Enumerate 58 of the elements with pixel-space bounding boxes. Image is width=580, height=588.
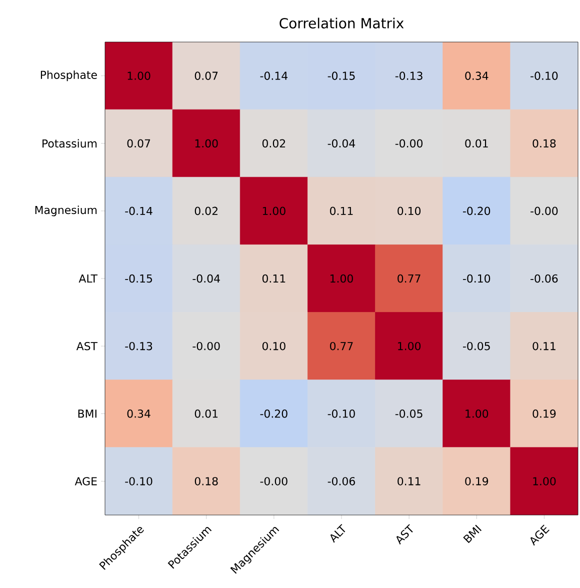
data-label: -0.14 bbox=[260, 72, 288, 80]
data-label: 0.19 bbox=[465, 477, 488, 486]
x-tick-label: BMI bbox=[463, 524, 482, 544]
data-label: -0.06 bbox=[530, 274, 558, 283]
data-label: 0.07 bbox=[194, 72, 218, 80]
data-label: -0.20 bbox=[462, 206, 490, 216]
data-label: -0.10 bbox=[125, 477, 152, 486]
data-label: -0.10 bbox=[462, 274, 490, 283]
data-label: 1.00 bbox=[195, 139, 218, 148]
data-label: 0.77 bbox=[330, 342, 353, 350]
data-label: 0.18 bbox=[194, 477, 218, 486]
data-label: 0.02 bbox=[194, 206, 218, 216]
data-label: 0.11 bbox=[398, 477, 420, 486]
data-label: -0.00 bbox=[530, 206, 558, 216]
data-label: 0.19 bbox=[532, 410, 556, 418]
data-label: 0.02 bbox=[262, 139, 286, 148]
y-tick-label: Potassium bbox=[42, 139, 97, 148]
data-label: -0.06 bbox=[328, 477, 355, 486]
data-label: 0.10 bbox=[262, 342, 286, 350]
data-label: -0.20 bbox=[260, 410, 288, 418]
y-tick-label: AGE bbox=[74, 477, 97, 486]
y-tick-label: ALT bbox=[78, 274, 98, 282]
data-label: -0.04 bbox=[192, 274, 220, 283]
y-tick-label: AST bbox=[76, 342, 98, 350]
data-label: -0.10 bbox=[328, 410, 355, 418]
y-tick-label: BMI bbox=[78, 410, 96, 418]
data-label: -0.15 bbox=[125, 274, 152, 283]
data-label: 1.00 bbox=[262, 206, 286, 216]
chart-title: Correlation Matrix bbox=[280, 18, 404, 29]
data-label: -0.00 bbox=[260, 477, 288, 486]
y-tick-label: Magnesium bbox=[35, 206, 97, 216]
data-label: 0.07 bbox=[127, 139, 150, 148]
data-label: -0.14 bbox=[125, 206, 152, 216]
data-label: 0.11 bbox=[330, 206, 353, 216]
y-tick-label: Phosphate bbox=[40, 70, 97, 82]
data-label: 0.10 bbox=[398, 206, 421, 216]
data-label: -0.04 bbox=[328, 139, 356, 148]
data-label: -0.05 bbox=[395, 410, 422, 418]
data-label: 0.11 bbox=[262, 274, 286, 283]
data-label: 0.34 bbox=[127, 410, 150, 418]
data-label: -0.00 bbox=[192, 342, 220, 350]
data-label: 0.01 bbox=[194, 410, 218, 418]
data-label: -0.10 bbox=[530, 72, 558, 80]
data-label: 0.18 bbox=[532, 139, 556, 148]
data-label: 1.00 bbox=[330, 274, 353, 283]
data-label: 1.00 bbox=[533, 477, 556, 486]
data-label: 0.11 bbox=[532, 342, 556, 350]
data-label: 0.77 bbox=[398, 274, 420, 283]
data-label: -0.13 bbox=[395, 72, 422, 80]
data-label: 0.34 bbox=[465, 72, 488, 80]
data-label: -0.00 bbox=[395, 139, 423, 148]
data-label: 1.00 bbox=[128, 72, 150, 80]
data-label: -0.13 bbox=[125, 342, 152, 350]
data-label: 0.01 bbox=[465, 139, 488, 148]
data-label: 1.00 bbox=[398, 342, 421, 350]
data-label: -0.15 bbox=[328, 72, 355, 80]
data-label: 1.00 bbox=[466, 410, 488, 418]
data-label: -0.05 bbox=[462, 342, 490, 350]
